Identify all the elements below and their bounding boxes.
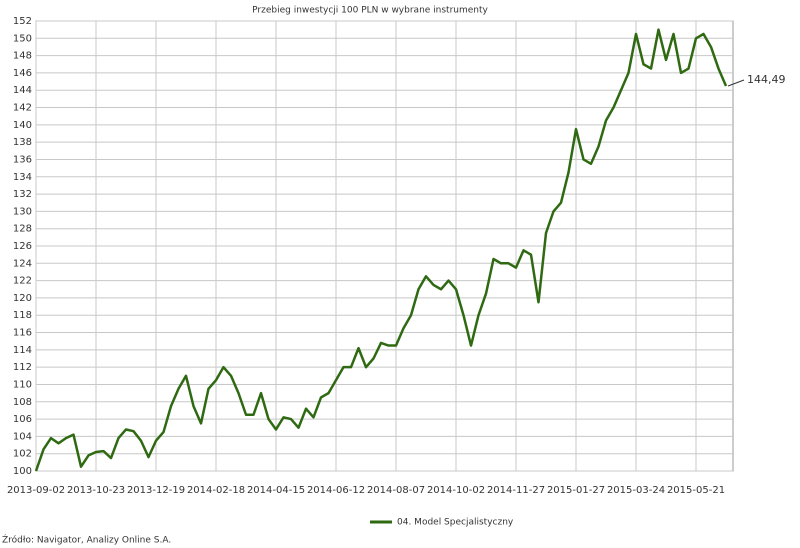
y-tick-label: 128 xyxy=(13,224,32,235)
value-label: 144,49 xyxy=(747,73,786,86)
y-tick-label: 116 xyxy=(13,328,32,339)
y-tick-label: 152 xyxy=(13,16,32,27)
x-tick-label: 2014-06-12 xyxy=(307,485,365,496)
y-tick-label: 136 xyxy=(13,154,32,165)
x-tick-label: 2014-02-18 xyxy=(187,485,245,496)
y-tick-label: 146 xyxy=(13,68,32,79)
y-tick-label: 114 xyxy=(13,345,32,356)
y-tick-label: 108 xyxy=(13,397,32,408)
y-tick-label: 120 xyxy=(13,293,32,304)
y-tick-label: 148 xyxy=(13,51,32,62)
y-tick-label: 126 xyxy=(13,241,32,252)
y-tick-label: 118 xyxy=(13,310,32,321)
x-tick-label: 2014-04-15 xyxy=(247,485,305,496)
y-tick-label: 102 xyxy=(13,449,32,460)
y-tick-label: 150 xyxy=(13,33,32,44)
chart-title: Przebieg inwestycji 100 PLN w wybrane in… xyxy=(252,6,488,16)
x-tick-label: 2013-09-02 xyxy=(7,485,65,496)
x-tick-label: 2015-01-27 xyxy=(547,485,605,496)
x-tick-label: 2014-11-27 xyxy=(487,485,545,496)
y-tick-label: 110 xyxy=(13,379,32,390)
x-tick-label: 2013-10-23 xyxy=(67,485,125,496)
y-tick-label: 104 xyxy=(13,431,32,442)
y-tick-label: 140 xyxy=(13,120,32,131)
label-leader xyxy=(727,79,745,87)
x-tick-label: 2015-05-21 xyxy=(667,485,725,496)
y-tick-label: 134 xyxy=(13,172,32,183)
y-tick-label: 142 xyxy=(13,103,32,114)
x-tick-label: 2013-12-19 xyxy=(127,485,185,496)
y-tick-label: 130 xyxy=(13,206,32,217)
x-tick-label: 2015-03-24 xyxy=(607,485,665,496)
x-tick-label: 2014-08-07 xyxy=(367,485,425,496)
y-tick-label: 106 xyxy=(13,414,32,425)
y-tick-label: 132 xyxy=(13,189,32,200)
y-tick-label: 144 xyxy=(13,85,32,96)
y-tick-label: 138 xyxy=(13,137,32,148)
y-tick-label: 122 xyxy=(13,276,32,287)
y-tick-label: 100 xyxy=(13,466,32,477)
y-tick-label: 112 xyxy=(13,362,32,373)
x-tick-label: 2014-10-02 xyxy=(427,485,485,496)
legend-label: 04. Model Specjalistyczny xyxy=(397,518,514,528)
y-tick-label: 124 xyxy=(13,258,32,269)
source-note: Źródło: Navigator, Analizy Online S.A. xyxy=(2,534,171,546)
data-line xyxy=(34,28,728,472)
